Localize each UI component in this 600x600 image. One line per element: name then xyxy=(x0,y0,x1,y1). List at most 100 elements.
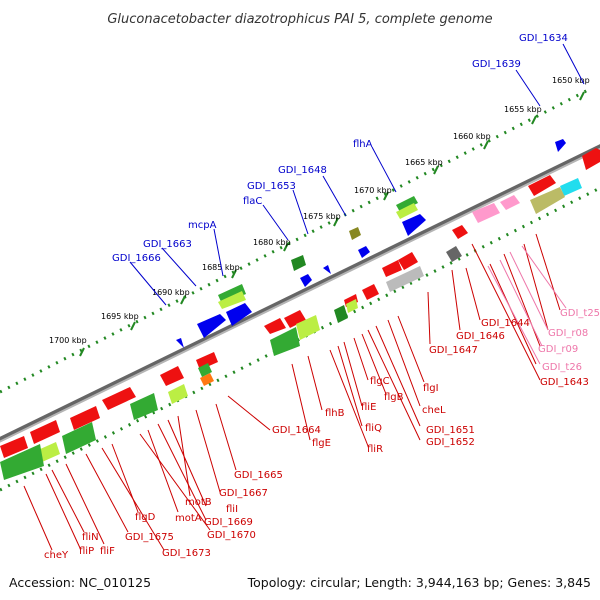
gene-arrow[interactable] xyxy=(168,384,188,404)
gene-label[interactable]: GDI_1673 xyxy=(162,548,211,559)
gene-label[interactable]: mcpA xyxy=(188,220,217,231)
upper-label-lines xyxy=(129,43,585,306)
gene-label[interactable]: GDI_r09 xyxy=(538,344,578,355)
gene-arrow[interactable] xyxy=(349,227,361,240)
gene-label[interactable]: GDI_1651 xyxy=(426,425,475,436)
gene-label[interactable]: GDI_r08 xyxy=(548,328,588,339)
gene-arrow[interactable] xyxy=(130,393,158,420)
gene-arrow[interactable] xyxy=(226,303,252,326)
gene-label[interactable]: flaC xyxy=(243,196,262,207)
gene-arrow[interactable] xyxy=(176,338,184,348)
gene-label[interactable]: fliF xyxy=(100,546,115,557)
gene-arrow[interactable] xyxy=(62,422,96,454)
gene-arrow[interactable] xyxy=(396,203,418,219)
gene-arrow[interactable] xyxy=(0,444,44,480)
gene-label[interactable]: fliQ xyxy=(365,423,382,434)
gene-arrow[interactable] xyxy=(555,139,566,152)
gene-arrow[interactable] xyxy=(323,265,331,274)
gene-label[interactable]: GDI_1647 xyxy=(429,345,478,356)
gene-arrow[interactable] xyxy=(0,436,28,458)
gene-arrow[interactable] xyxy=(38,442,60,462)
gene-arrow[interactable] xyxy=(264,318,286,334)
rna-label-lines xyxy=(487,245,567,365)
scale-tick-1650: 1650 kbp xyxy=(552,76,590,101)
gene-arrow[interactable] xyxy=(358,246,370,258)
gene-label[interactable]: flgE xyxy=(312,438,331,449)
gene-label[interactable]: fliN xyxy=(82,532,99,543)
gene-label[interactable]: GDI_1646 xyxy=(456,331,505,342)
gene-label[interactable]: GDI_1652 xyxy=(426,437,475,448)
gene-arrow[interactable] xyxy=(198,363,212,377)
gene-arrow[interactable] xyxy=(270,327,300,356)
tick-label: 1650 kbp xyxy=(552,76,590,85)
gene-label[interactable]: motB xyxy=(185,497,212,508)
gene-arrow[interactable] xyxy=(530,187,565,214)
gene-arrow[interactable] xyxy=(296,315,320,340)
gene-label[interactable]: GDI_1664 xyxy=(272,425,321,436)
gene-arrow[interactable] xyxy=(102,387,136,410)
gene-arrow[interactable] xyxy=(402,214,426,236)
gene-arrow[interactable] xyxy=(500,195,520,210)
gene-label[interactable]: GDI_1675 xyxy=(125,532,174,543)
gene-arrow[interactable] xyxy=(284,310,306,328)
gene-label[interactable]: GDI_1663 xyxy=(143,239,192,250)
gene-label[interactable]: flhB xyxy=(325,408,345,419)
tick-label: 1670 kbp xyxy=(354,186,392,195)
gene-arrow[interactable] xyxy=(291,255,306,271)
gene-label[interactable]: GDI_1665 xyxy=(234,470,283,481)
gene-label[interactable]: fliE xyxy=(361,402,376,413)
gene-arrow[interactable] xyxy=(386,266,424,292)
gene-arrow[interactable] xyxy=(300,274,312,287)
gene-label[interactable]: flhA xyxy=(353,139,373,150)
gene-arrow[interactable] xyxy=(452,225,468,239)
gene-label[interactable]: GDI_1648 xyxy=(278,165,327,176)
tick-label: 1695 kbp xyxy=(101,312,139,321)
tick-label: 1685 kbp xyxy=(202,263,240,272)
gene-label[interactable]: GDI_1667 xyxy=(219,488,268,499)
gene-arrow[interactable] xyxy=(382,260,402,277)
upper-strand-genes xyxy=(176,139,566,348)
gene-label[interactable]: flgB xyxy=(384,392,404,403)
gene-arrow[interactable] xyxy=(160,366,184,386)
gene-label[interactable]: flgD xyxy=(135,512,156,523)
gene-arrow[interactable] xyxy=(472,203,500,223)
gene-label[interactable]: motA xyxy=(175,513,202,524)
gene-arrow[interactable] xyxy=(197,314,226,338)
tick-label: 1700 kbp xyxy=(49,336,87,345)
gene-arrow[interactable] xyxy=(30,420,60,444)
gene-label[interactable]: cheL xyxy=(422,405,446,416)
gene-arrow[interactable] xyxy=(398,252,418,270)
upper-gene-labels: GDI_1634 GDI_1639 flhA GDI_1648 GDI_1653… xyxy=(112,33,568,264)
gene-label[interactable]: GDI_1644 xyxy=(481,318,530,329)
gene-label[interactable]: flgI xyxy=(423,383,439,394)
gene-label[interactable]: GDI_1643 xyxy=(540,377,589,388)
gene-label[interactable]: fliP xyxy=(79,546,94,557)
gene-label[interactable]: GDI_1670 xyxy=(207,530,256,541)
gene-arrow[interactable] xyxy=(396,196,418,212)
gene-arrow[interactable] xyxy=(346,299,358,313)
gene-label[interactable]: GDI_1639 xyxy=(472,59,521,70)
gene-label[interactable]: GDI_1669 xyxy=(204,517,253,528)
gene-label[interactable]: cheY xyxy=(44,550,69,561)
gene-label[interactable]: fliI xyxy=(226,504,238,515)
tick-label: 1665 kbp xyxy=(405,158,443,167)
gene-arrow[interactable] xyxy=(362,284,379,300)
gene-label[interactable]: GDI_t26 xyxy=(542,362,582,373)
gene-label[interactable]: fliR xyxy=(367,444,383,455)
gene-arrow[interactable] xyxy=(334,305,348,323)
gene-arrow[interactable] xyxy=(582,148,600,170)
gene-label[interactable]: GDI_1666 xyxy=(112,253,161,264)
gene-label[interactable]: GDI_1653 xyxy=(247,181,296,192)
gene-arrow[interactable] xyxy=(446,246,462,262)
gene-label[interactable]: GDI_1634 xyxy=(519,33,568,44)
gene-label[interactable]: flgC xyxy=(370,376,390,387)
tick-label: 1680 kbp xyxy=(253,238,291,247)
gene-arrow[interactable] xyxy=(218,291,246,309)
gene-arrow[interactable] xyxy=(70,406,100,430)
gene-arrow[interactable] xyxy=(528,175,556,196)
gene-label[interactable]: GDI_t25 xyxy=(560,308,600,319)
gene-arrow[interactable] xyxy=(560,178,582,196)
lower-label-lines xyxy=(23,233,561,551)
gene-arrow[interactable] xyxy=(196,352,218,370)
